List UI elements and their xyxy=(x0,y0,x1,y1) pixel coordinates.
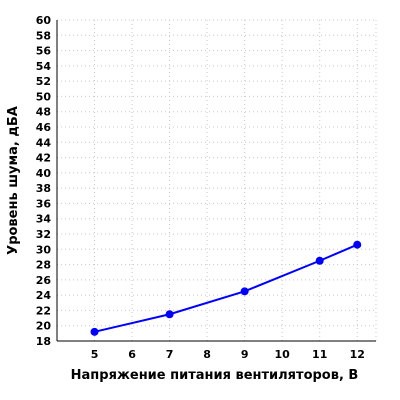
y-axis-title: Уровень шума, дБА xyxy=(6,106,21,255)
y-tick-label: 38 xyxy=(36,182,51,195)
x-axis-title: Напряжение питания вентиляторов, В xyxy=(71,368,359,383)
data-point xyxy=(165,310,174,319)
y-tick-label: 46 xyxy=(36,121,52,134)
y-tick-label: 28 xyxy=(36,259,51,272)
y-tick-label: 36 xyxy=(36,197,52,210)
y-tick-label: 40 xyxy=(36,167,52,180)
y-tick-label: 24 xyxy=(36,289,52,302)
y-tick-label: 60 xyxy=(36,14,52,27)
y-tick-label: 48 xyxy=(36,106,51,119)
y-tick-labels: 18 20 22 24 26 28 30 32 34 36 38 40 42 44 46 48 50 52 54 56… xyxy=(36,14,52,348)
grid xyxy=(57,19,377,341)
data-point xyxy=(90,327,99,336)
data-point xyxy=(315,256,324,265)
y-tick-label: 56 xyxy=(36,45,52,58)
y-tick-label: 32 xyxy=(36,228,51,241)
y-tick-label: 26 xyxy=(36,274,52,287)
y-tick-label: 22 xyxy=(36,304,51,317)
x-tick-label: 6 xyxy=(128,348,136,361)
y-tick-label: 20 xyxy=(36,320,52,333)
x-tick-label: 12 xyxy=(350,348,365,361)
series xyxy=(90,240,362,336)
y-tick-label: 58 xyxy=(36,29,51,42)
y-tick-label: 18 xyxy=(36,335,51,348)
x-tick-label: 8 xyxy=(203,348,211,361)
axes xyxy=(56,20,376,342)
y-tick-label: 52 xyxy=(36,75,51,88)
x-tick-label: 5 xyxy=(91,348,99,361)
y-tick-label: 30 xyxy=(36,243,52,256)
x-tick-label: 9 xyxy=(241,348,249,361)
y-tick-label: 34 xyxy=(36,213,52,226)
data-point xyxy=(240,287,249,296)
y-tick-label: 42 xyxy=(36,152,51,165)
x-tick-label: 7 xyxy=(166,348,174,361)
x-tick-label: 11 xyxy=(312,348,327,361)
y-tick-label: 44 xyxy=(36,136,52,149)
y-tick-label: 50 xyxy=(36,90,52,103)
x-tick-label: 10 xyxy=(275,348,291,361)
x-tick-labels: 5 6 7 8 9 10 11 12 xyxy=(91,348,365,361)
y-tick-label: 54 xyxy=(36,60,52,73)
data-point xyxy=(353,240,362,249)
